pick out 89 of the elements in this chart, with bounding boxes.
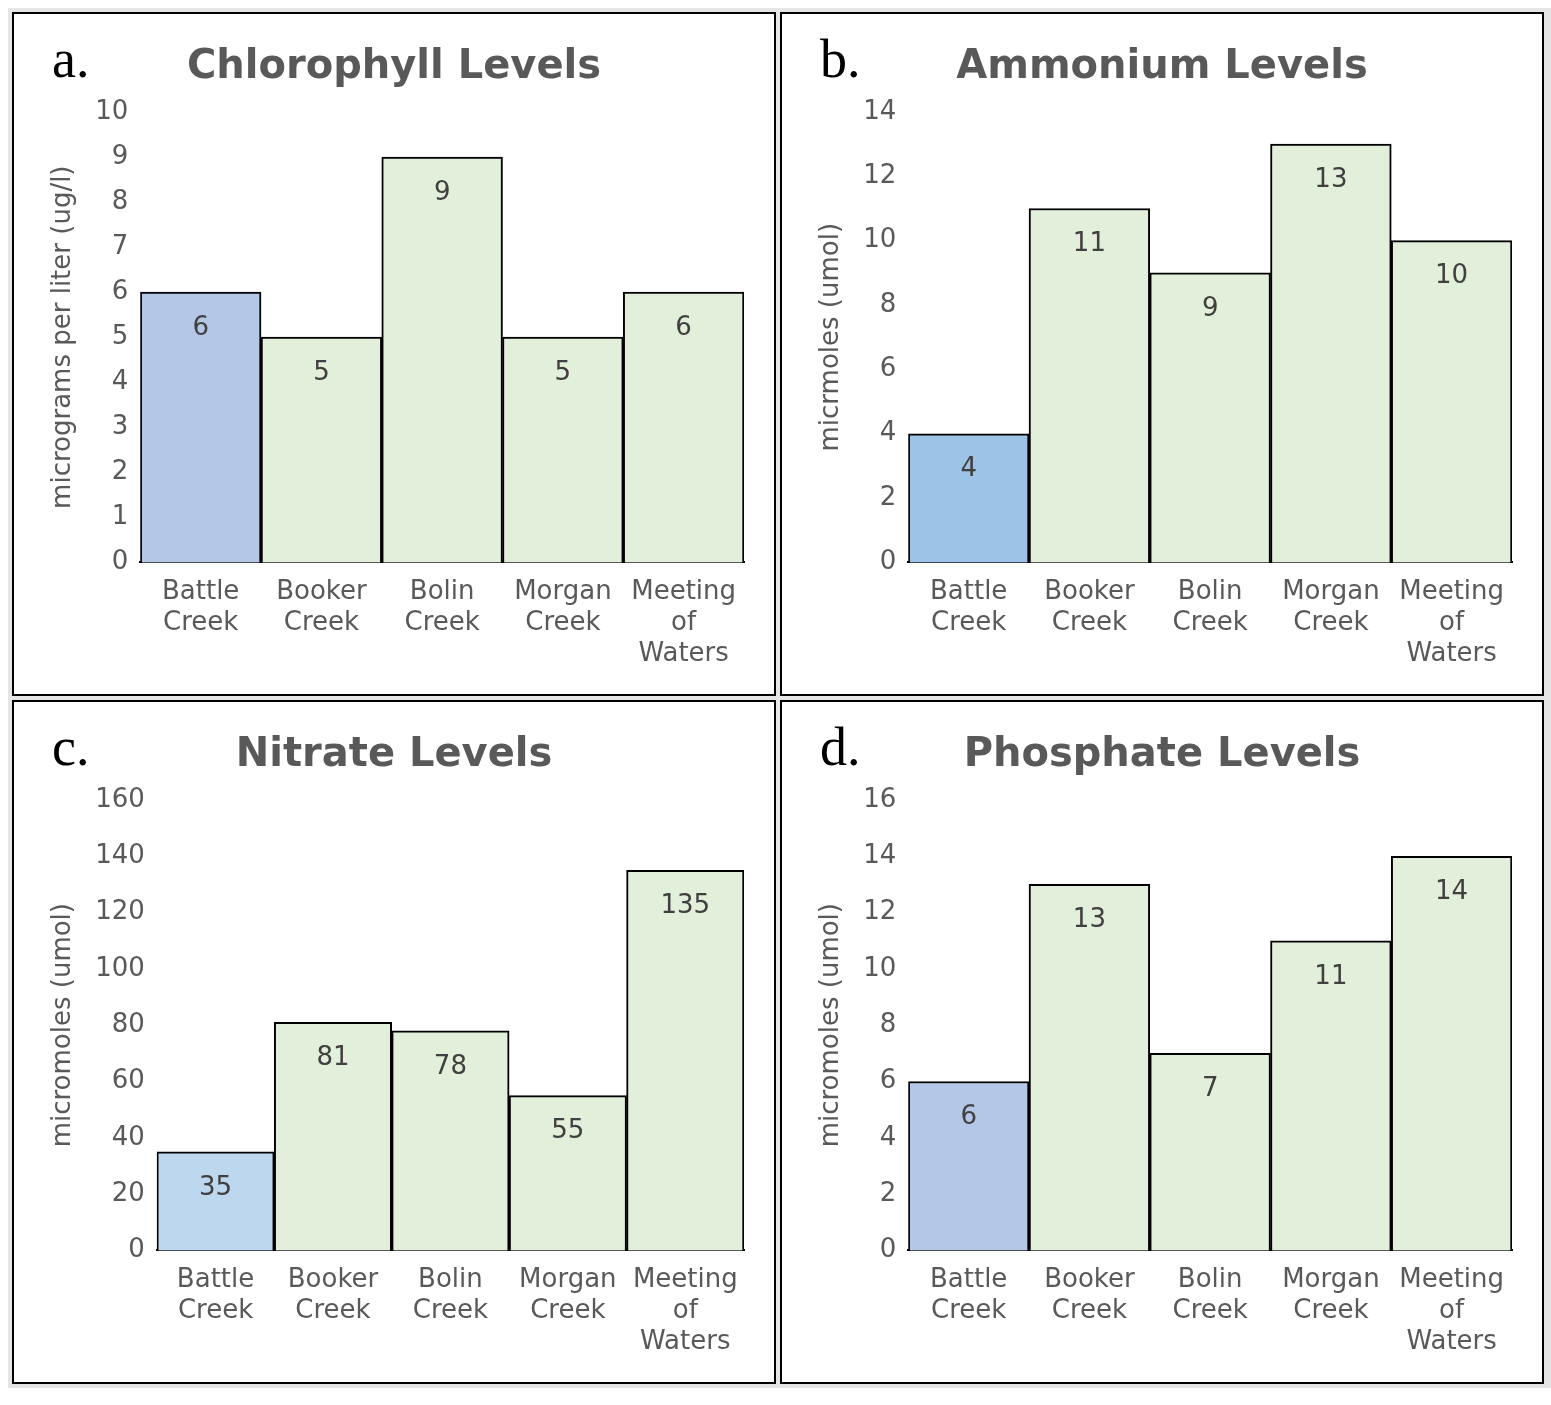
y-tick-label: 0 xyxy=(128,1233,145,1264)
x-tick-label: Morgan Creek xyxy=(514,574,612,636)
x-tick-label: Meeting of Waters xyxy=(632,1262,738,1356)
x-tick-label: Meeting of Waters xyxy=(631,574,737,668)
data-label: 6 xyxy=(960,1100,977,1131)
x-tick-label: Morgan Creek xyxy=(1282,1262,1380,1324)
x-tick-label: Booker Creek xyxy=(1044,1262,1135,1324)
y-axis-title: micrmoles (umol) xyxy=(814,222,845,452)
chart-title: Nitrate Levels xyxy=(235,729,553,776)
y-tick-label: 4 xyxy=(879,1120,897,1151)
chart-title: Chlorophyll Levels xyxy=(186,41,602,88)
x-tick-label: Bolin Creek xyxy=(1172,574,1248,636)
y-tick-label: 2 xyxy=(879,480,897,511)
data-label: 5 xyxy=(554,355,572,386)
text: b. xyxy=(820,29,861,90)
text: c. xyxy=(52,717,90,778)
data-label: 13 xyxy=(1314,162,1348,193)
y-tick-label: 10 xyxy=(863,223,897,254)
data-label: 6 xyxy=(192,310,209,341)
x-tick-label: Bolin Creek xyxy=(1172,1262,1248,1324)
x-tick-label: Bolin Creek xyxy=(412,1262,489,1324)
x-tick-label: Morgan Creek xyxy=(519,1262,617,1324)
y-tick-label: 3 xyxy=(111,410,129,441)
y-tick-label: 140 xyxy=(95,839,145,870)
data-label: 78 xyxy=(433,1049,467,1080)
y-tick-label: 6 xyxy=(879,1064,897,1095)
data-label: 4 xyxy=(960,452,977,483)
text: d. xyxy=(820,717,861,778)
y-tick-label: 16 xyxy=(863,782,897,813)
y-tick-label: 6 xyxy=(111,274,129,305)
y-tick-label: 8 xyxy=(879,1007,897,1038)
data-label: 5 xyxy=(313,355,330,386)
data-label: 11 xyxy=(1314,959,1348,990)
x-tick-label: Booker Creek xyxy=(1044,574,1135,636)
y-tick-label: 0 xyxy=(111,545,129,576)
x-tick-label: Meeting of Waters xyxy=(1399,574,1505,668)
y-tick-label: 60 xyxy=(111,1064,145,1095)
y-tick-label: 8 xyxy=(879,287,897,318)
y-tick-label: 6 xyxy=(879,352,897,383)
y-tick-label: 9 xyxy=(111,139,129,170)
y-tick-label: 14 xyxy=(863,94,897,125)
y-axis-title: micromoles (umol) xyxy=(46,903,77,1148)
y-tick-label: 100 xyxy=(95,951,145,982)
x-tick-label: Meeting of Waters xyxy=(1399,1262,1505,1356)
x-tick-label: Booker Creek xyxy=(287,1262,379,1324)
chart-title: Ammonium Levels xyxy=(956,41,1368,88)
y-tick-label: 4 xyxy=(111,364,129,395)
y-axis-title: micrograms per liter (ug/l) xyxy=(46,165,77,509)
y-tick-label: 0 xyxy=(879,1233,897,1264)
y-tick-label: 10 xyxy=(863,951,897,982)
y-tick-label: 20 xyxy=(111,1176,145,1207)
data-label: 55 xyxy=(551,1114,585,1145)
y-tick-label: 12 xyxy=(863,159,897,190)
chart-title: Phosphate Levels xyxy=(963,729,1361,776)
x-tick-label: Battle Creek xyxy=(929,1262,1008,1324)
y-tick-label: 80 xyxy=(111,1007,145,1038)
x-tick-label: Battle Creek xyxy=(176,1262,255,1324)
data-label: 6 xyxy=(675,310,692,341)
y-tick-label: 5 xyxy=(111,319,129,350)
y-tick-label: 2 xyxy=(879,1176,897,1207)
text: a. xyxy=(52,29,90,90)
data-label: 9 xyxy=(433,175,451,206)
y-tick-label: 8 xyxy=(111,184,129,215)
data-label: 10 xyxy=(1435,259,1469,290)
data-label: 35 xyxy=(199,1170,233,1201)
data-label: 135 xyxy=(660,889,711,920)
y-tick-label: 160 xyxy=(95,782,145,813)
data-label: 81 xyxy=(316,1041,350,1072)
y-tick-label: 7 xyxy=(111,229,129,260)
y-tick-label: 14 xyxy=(863,839,897,870)
x-tick-label: Battle Creek xyxy=(161,574,240,636)
y-tick-label: 40 xyxy=(111,1120,145,1151)
data-label: 7 xyxy=(1201,1072,1219,1103)
y-tick-label: 2 xyxy=(111,455,129,486)
x-tick-label: Morgan Creek xyxy=(1282,574,1380,636)
data-label: 11 xyxy=(1072,227,1106,258)
y-tick-label: 12 xyxy=(863,895,897,926)
y-tick-label: 120 xyxy=(95,895,145,926)
x-tick-label: Battle Creek xyxy=(929,574,1008,636)
y-tick-label: 4 xyxy=(879,416,897,447)
y-axis-title: micromoles (umol) xyxy=(814,903,845,1148)
x-tick-label: Bolin Creek xyxy=(404,574,480,636)
data-label: 9 xyxy=(1201,291,1219,322)
x-tick-label: Booker Creek xyxy=(276,574,367,636)
y-tick-label: 10 xyxy=(95,94,129,125)
y-tick-label: 1 xyxy=(111,500,129,531)
y-tick-label: 0 xyxy=(879,545,897,576)
data-label: 14 xyxy=(1435,875,1469,906)
data-label: 13 xyxy=(1072,903,1106,934)
